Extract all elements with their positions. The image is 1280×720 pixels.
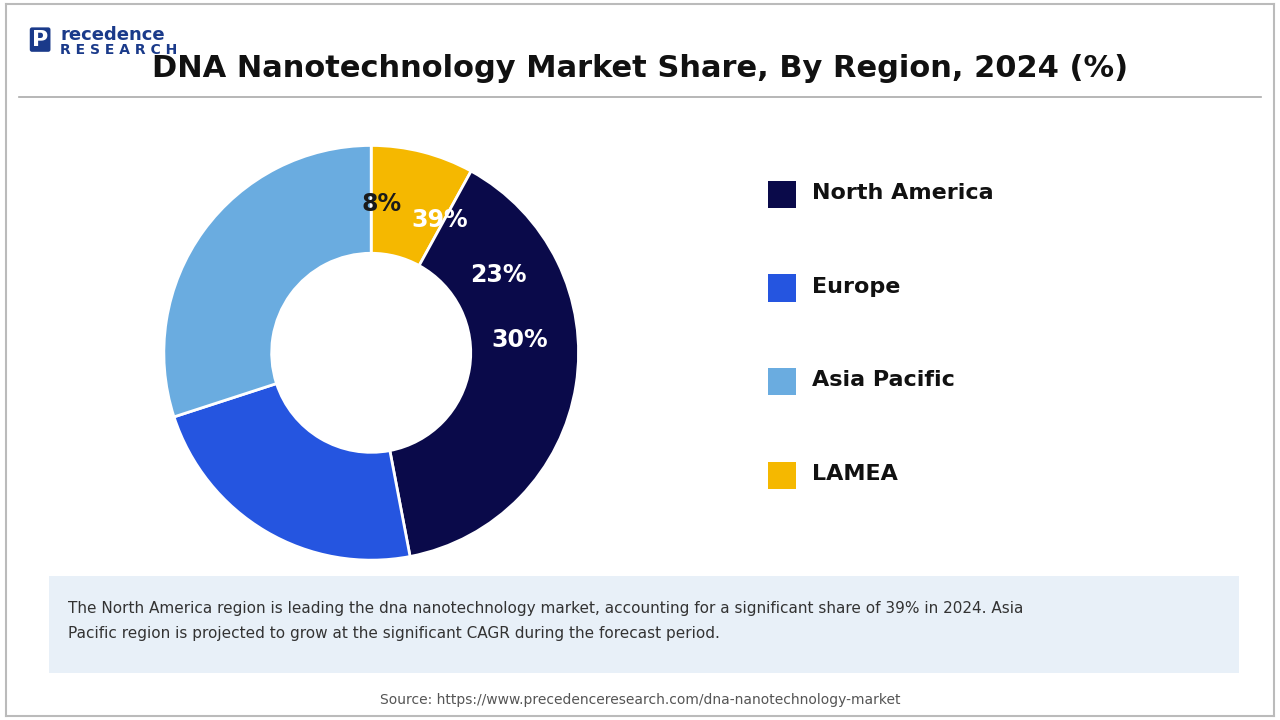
Text: North America: North America <box>812 183 993 203</box>
Text: 23%: 23% <box>470 263 527 287</box>
Wedge shape <box>371 145 471 266</box>
Text: R E S E A R C H: R E S E A R C H <box>60 43 178 58</box>
Wedge shape <box>390 171 579 557</box>
Text: Asia Pacific: Asia Pacific <box>812 370 955 390</box>
Text: DNA Nanotechnology Market Share, By Region, 2024 (%): DNA Nanotechnology Market Share, By Regi… <box>152 54 1128 83</box>
Text: LAMEA: LAMEA <box>812 464 897 484</box>
Text: 30%: 30% <box>492 328 548 352</box>
Text: Source: https://www.precedenceresearch.com/dna-nanotechnology-market: Source: https://www.precedenceresearch.c… <box>380 693 900 707</box>
Wedge shape <box>164 145 371 417</box>
Text: Europe: Europe <box>812 276 900 297</box>
Text: recedence: recedence <box>60 26 165 43</box>
Text: P: P <box>32 30 49 50</box>
Text: The North America region is leading the dna nanotechnology market, accounting fo: The North America region is leading the … <box>68 600 1023 642</box>
Text: 8%: 8% <box>361 192 402 216</box>
Text: 39%: 39% <box>412 208 468 233</box>
Wedge shape <box>174 384 410 560</box>
